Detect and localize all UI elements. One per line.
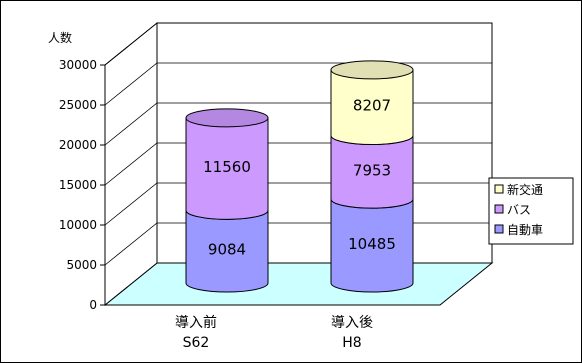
cylinder-segment: 9084 — [185, 209, 269, 293]
y-tick-label: 20000 — [59, 138, 97, 152]
data-label: 11560 — [203, 158, 251, 176]
legend-swatch — [494, 184, 504, 194]
y-tick-label: 25000 — [59, 98, 97, 112]
cylinder-segment: 10485 — [330, 198, 414, 293]
y-tick-label: 5000 — [66, 258, 97, 272]
y-tick-label: 15000 — [59, 178, 97, 192]
cylinder-body — [185, 209, 269, 293]
bars: 9084 11560 10485 7953 8207 — [185, 60, 414, 293]
cylinder-segment: 8207 — [330, 60, 414, 145]
category-label: 導入後 — [331, 315, 373, 331]
y-tick-label: 0 — [89, 298, 97, 312]
cylinder-segment: 7953 — [330, 134, 414, 209]
data-label: 7953 — [353, 161, 391, 179]
category-label: 導入前 — [175, 314, 217, 331]
cylinder-top — [185, 108, 269, 128]
cylinder-body — [185, 117, 269, 220]
data-label: 8207 — [353, 97, 391, 115]
y-axis: 0 5000 10000 15000 20000 25000 30000 人数 — [48, 30, 106, 312]
legend-swatch — [494, 204, 504, 214]
legend-swatch — [494, 224, 504, 234]
y-tick-label: 10000 — [59, 218, 97, 232]
legend-label: 新交通 — [507, 182, 543, 197]
data-label: 10485 — [348, 235, 396, 253]
floor — [103, 262, 494, 306]
gridline — [104, 22, 492, 66]
chart-walls — [103, 21, 494, 307]
data-label: 9084 — [208, 241, 246, 259]
category-sublabel: H8 — [342, 335, 361, 351]
category-sublabel: S62 — [183, 335, 210, 351]
cylinder-body — [330, 134, 414, 209]
cylinder-segment: 11560 — [185, 108, 269, 220]
y-axis-label: 人数 — [48, 30, 72, 45]
cylinder-body — [330, 69, 414, 145]
cylinder-top — [330, 60, 414, 80]
y-tick-label: 30000 — [59, 58, 97, 72]
legend-label: バス — [507, 203, 531, 217]
cylinder-body — [330, 198, 414, 293]
legend-label: 自動車 — [507, 223, 543, 237]
category-labels: 導入前 S62 導入後 H8 — [175, 314, 373, 351]
